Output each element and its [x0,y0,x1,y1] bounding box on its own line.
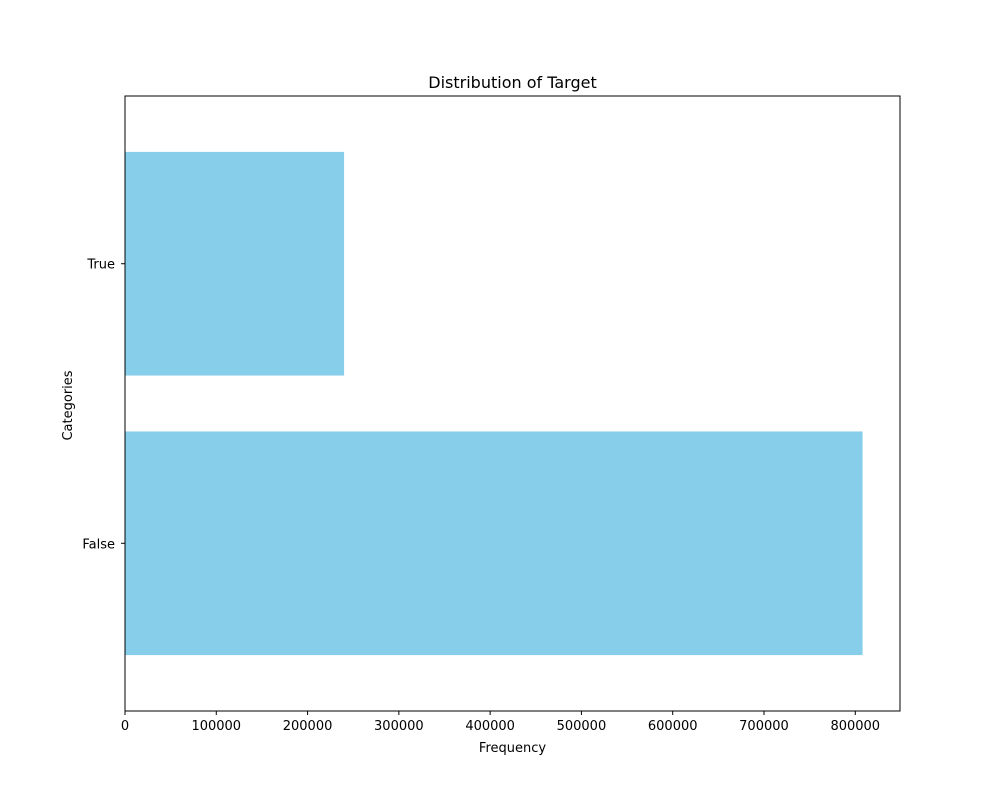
plot-frame [124,95,901,712]
x-tick-label: 600000 [648,719,698,734]
y-tick-label: False [82,537,115,552]
bars-group [125,151,863,656]
bar-true [125,151,345,376]
chart-title: Distribution of Target [428,73,596,92]
x-axis-label: Frequency [479,741,546,756]
x-axis-ticks: 0 100000 200000 300000 400000 500000 600000 700… [121,711,880,734]
x-tick-label: 200000 [283,719,333,734]
x-tick-label: 100000 [191,719,241,734]
x-tick-label: 0 [121,719,129,734]
x-tick-label: 800000 [830,719,880,734]
y-axis-label: Categories [61,370,76,440]
x-tick-label: 400000 [465,719,515,734]
y-tick-label: True [86,258,115,273]
x-tick-label: 700000 [739,719,789,734]
x-tick-label: 300000 [374,719,424,734]
y-axis-ticks: False True [82,258,125,552]
x-tick-label: 500000 [557,719,607,734]
bar-false [125,431,863,656]
